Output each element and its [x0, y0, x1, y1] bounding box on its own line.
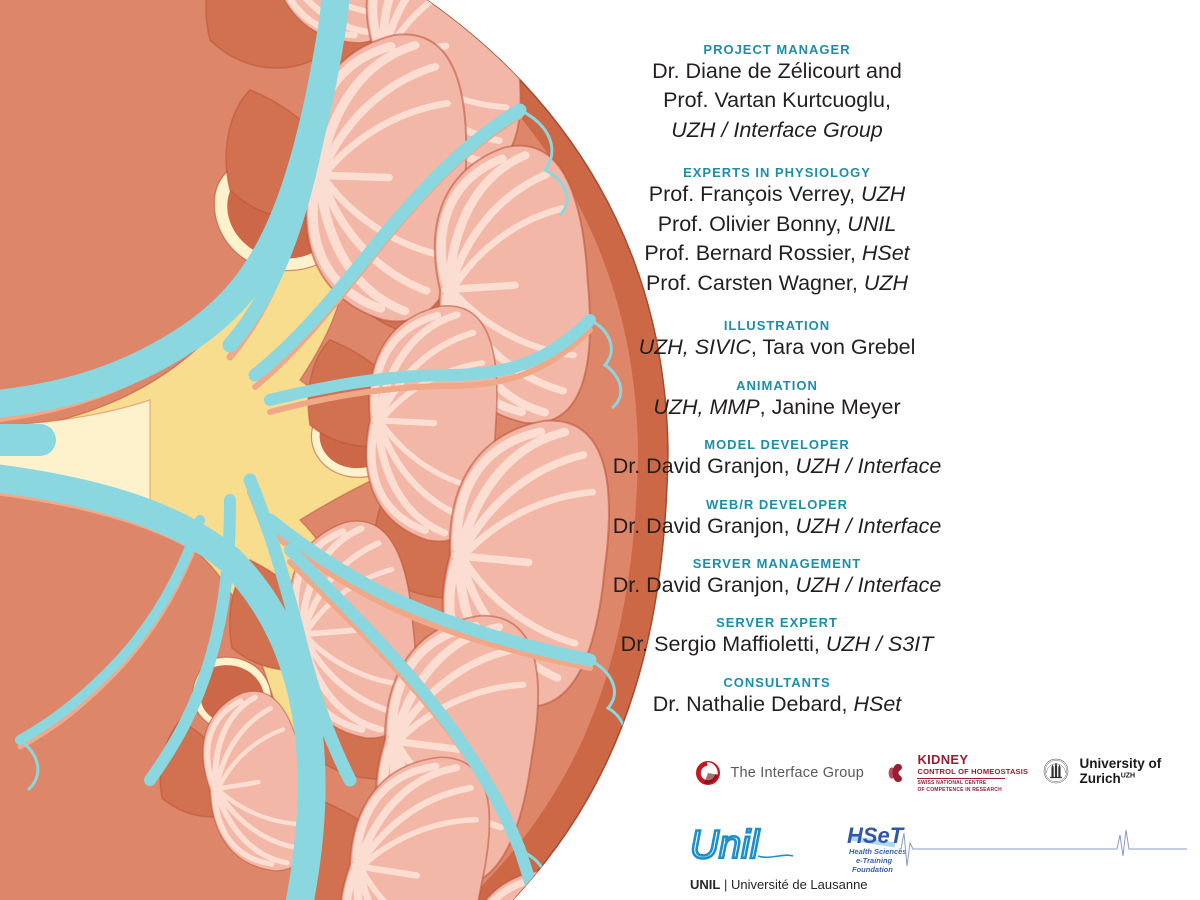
svg-text:e-Training: e-Training [856, 856, 893, 865]
svg-text:Health Sciences: Health Sciences [849, 847, 907, 856]
svg-text:Unil: Unil [690, 823, 760, 867]
svg-text:HSeT: HSeT [847, 823, 905, 848]
svg-text:Foundation: Foundation [852, 865, 893, 874]
